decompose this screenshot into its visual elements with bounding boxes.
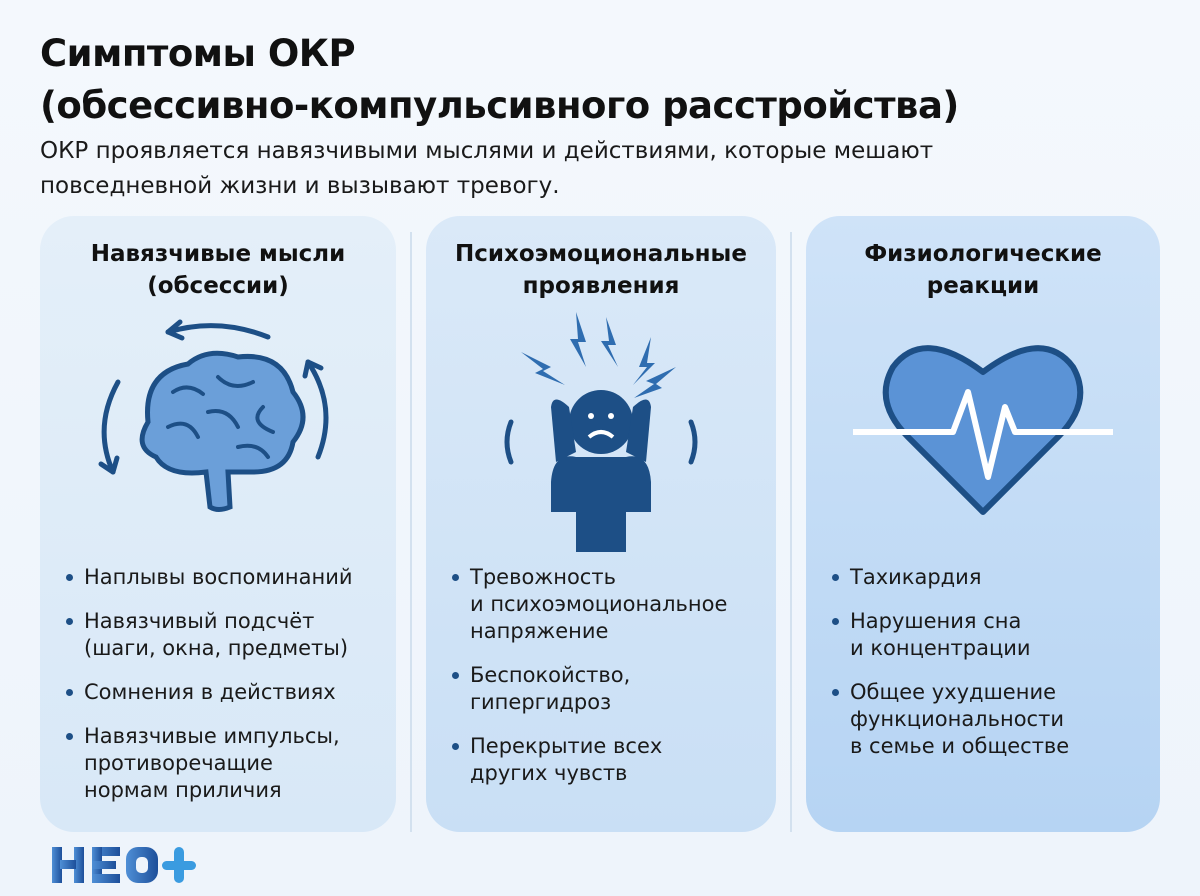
heart-pulse-icon [806,312,1160,552]
list-item: Навязчивый подсчёт (шаги, окна, предметы) [66,608,388,662]
bullet-icon [832,574,839,581]
card-title: Психоэмоциональные проявления [444,238,758,318]
list-item: Перекрытие всех других чувств [452,733,768,787]
card-title-line: (обсессии) [147,273,289,299]
list-item-line: напряжение [470,619,609,643]
list-item-line: Тахикардия [850,565,982,589]
neo-plus-logo [52,845,202,889]
bullet-icon [66,618,73,625]
list-item: Наплывы воспоминаний [66,564,388,591]
list-item-line: противоречащие [84,751,273,775]
card-title-line: реакции [926,273,1040,299]
divider [790,232,792,832]
symptom-list: Тахикардия Нарушения сна и концентрации О… [832,564,1152,777]
card-title: Навязчивые мысли (обсессии) [58,238,378,318]
list-item-line: Навязчивые импульсы, [84,724,340,748]
list-item-line: Беспокойство, [470,663,631,687]
list-item: Тревожность и психоэмоциональное напряжени… [452,564,768,645]
bullet-icon [452,574,459,581]
symptom-list: Наплывы воспоминаний Навязчивый подсчёт (… [66,564,388,821]
list-item-line: других чувств [470,761,628,785]
page-title: Симптомы ОКР (обсессивно-компульсивного р… [40,28,959,132]
card-title: Физиологические реакции [824,238,1142,318]
list-item-line: и психоэмоциональное [470,592,728,616]
symptom-list: Тревожность и психоэмоциональное напряжени… [452,564,768,804]
card-title-line: Психоэмоциональные [455,241,747,267]
list-item-line: Перекрытие всех [470,734,663,758]
list-item: Беспокойство, гипергидроз [452,662,768,716]
bullet-icon [832,618,839,625]
list-item-line: (шаги, окна, предметы) [84,636,349,660]
list-item-line: Нарушения сна [850,609,1022,633]
list-item: Сомнения в действиях [66,679,388,706]
list-item: Тахикардия [832,564,1152,591]
card-title-line: Навязчивые мысли [90,241,346,267]
subtitle-line: ОКР проявляется навязчивыми мыслями и де… [40,138,934,164]
bullet-icon [832,689,839,696]
brain-cycle-icon [40,312,396,552]
bullet-icon [452,743,459,750]
list-item-line: функциональности [850,707,1064,731]
list-item-line: гипергидроз [470,690,612,714]
stressed-person-icon [426,312,776,552]
bullet-icon [66,689,73,696]
card-obsessions: Навязчивые мысли (обсессии) Наплывы воспо… [40,216,396,832]
card-psychoemotional: Психоэмоциональные проявления Тревожность… [426,216,776,832]
list-item-line: Наплывы воспоминаний [84,565,353,589]
bullet-icon [66,574,73,581]
subtitle-line: повседневной жизни и вызывают тревогу. [40,173,560,199]
list-item-line: нормам приличия [84,778,282,802]
list-item-line: Тревожность [470,565,616,589]
list-item-line: Общее ухудшение [850,680,1057,704]
list-item: Нарушения сна и концентрации [832,608,1152,662]
list-item-line: и концентрации [850,636,1031,660]
list-item-line: Сомнения в действиях [84,680,336,704]
title-line: Симптомы ОКР [40,32,356,75]
list-item-line: Навязчивый подсчёт [84,609,315,633]
list-item: Навязчивые импульсы, противоречащие нормам… [66,723,388,804]
divider [410,232,412,832]
card-title-line: проявления [522,273,680,299]
card-title-line: Физиологические [864,241,1102,267]
title-line: (обсессивно-компульсивного расстройства) [40,84,959,127]
bullet-icon [452,672,459,679]
list-item-line: в семье и обществе [850,734,1070,758]
card-physiological: Физиологические реакции Тахикардия Наруше… [806,216,1160,832]
list-item: Общее ухудшение функциональности в семье и… [832,679,1152,760]
page-subtitle: ОКР проявляется навязчивыми мыслями и де… [40,134,933,204]
bullet-icon [66,733,73,740]
